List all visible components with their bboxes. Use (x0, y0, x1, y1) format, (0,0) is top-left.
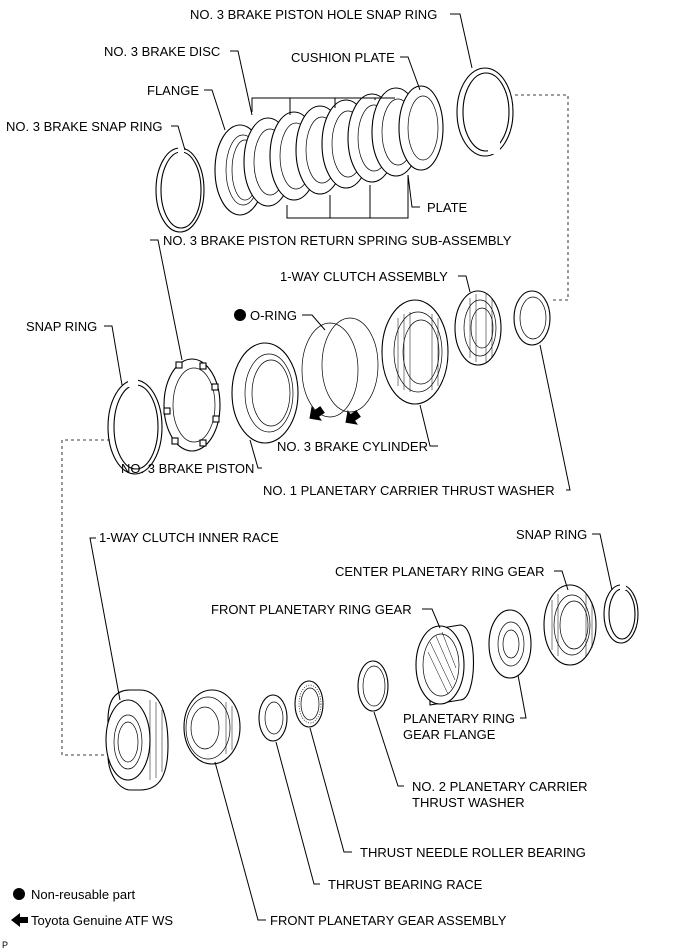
snap-ring-lower-part (603, 584, 639, 644)
one-way-clutch-inner-race-part (105, 689, 169, 791)
leader-return-spring (150, 239, 183, 361)
label-no1-planetary-carrier-thrust-washer: NO. 1 PLANETARY CARRIER THRUST WASHER (263, 483, 555, 498)
brake-disc-stack (243, 87, 421, 207)
cushion-plate-part (398, 85, 444, 171)
non-reusable-mark-icon (234, 309, 246, 321)
corner-mark: P (2, 940, 8, 950)
leader-cushion-plate (400, 56, 421, 91)
snap-ring-upper-part (107, 379, 163, 475)
no2-thrust-washer-part (357, 660, 389, 712)
leader-front-ring-gear (422, 608, 441, 629)
label-center-planetary-ring-gear: CENTER PLANETARY RING GEAR (335, 564, 545, 579)
one-way-clutch-assembly-part (454, 290, 502, 366)
no3-brake-piston-hole-snap-ring (456, 67, 514, 157)
leader-flange (204, 89, 226, 131)
label-planetary-ring-gear-flange-line1: PLANETARY RING (403, 711, 515, 726)
leader-snap-ring-upper (104, 325, 123, 386)
label-no2-planetary-carrier-thrust-washer-line1: NO. 2 PLANETARY CARRIER (412, 779, 588, 794)
center-planetary-ring-gear-part (543, 584, 597, 666)
alignment-dashed-line-upper (515, 94, 569, 301)
no3-brake-cylinder-part (381, 299, 449, 405)
label-no3-brake-disc: NO. 3 BRAKE DISC (104, 44, 220, 59)
leader-no3-brake-cylinder (419, 404, 438, 447)
atf-arrow-icon (309, 406, 361, 425)
label-one-way-clutch-assembly: 1-WAY CLUTCH ASSEMBLY (280, 269, 448, 284)
disc-bracket-top (251, 97, 395, 112)
leader-hole-snap-ring (450, 13, 473, 69)
leader-no1-thrust-washer (539, 344, 571, 491)
o-rings (301, 317, 379, 418)
label-thrust-bearing-race: THRUST BEARING RACE (328, 877, 483, 892)
no3-brake-piston-part (231, 342, 299, 444)
labels: NO. 3 BRAKE PISTON HOLE SNAP RING NO. 3 … (6, 7, 588, 928)
no1-thrust-washer-part (513, 290, 551, 346)
legend-atf-text: Toyota Genuine ATF WS (31, 913, 173, 928)
label-cushion-plate: CUSHION PLATE (291, 50, 395, 65)
leader-no3-snap-ring (171, 125, 186, 151)
legend-atf-arrow-icon (11, 913, 28, 927)
leader-ring-gear-flange (517, 674, 527, 719)
legend: Non-reusable part Toyota Genuine ATF WS (11, 887, 173, 928)
label-plate: PLATE (427, 200, 468, 215)
label-snap-ring-lower: SNAP RING (516, 527, 587, 542)
leader-plate (407, 174, 420, 208)
leader-no3-brake-piston (249, 439, 262, 469)
leader-thrust-bearing-race (275, 741, 320, 885)
thrust-bearing-race-part (258, 694, 288, 742)
label-o-ring: O-RING (250, 308, 297, 323)
legend-non-reusable-icon (13, 888, 25, 900)
label-no3-brake-snap-ring: NO. 3 BRAKE SNAP RING (6, 119, 163, 134)
front-planetary-ring-gear-part (415, 624, 474, 706)
return-spring-sub-assembly (163, 358, 221, 452)
front-planetary-gear-assembly-part (183, 689, 241, 765)
label-snap-ring-upper: SNAP RING (26, 319, 97, 334)
leader-snap-ring-lower (592, 533, 613, 591)
alignment-dashed-line-lower (61, 439, 110, 756)
label-front-planetary-ring-gear: FRONT PLANETARY RING GEAR (211, 602, 412, 617)
label-no3-brake-piston-hole-snap-ring: NO. 3 BRAKE PISTON HOLE SNAP RING (190, 7, 437, 22)
leader-front-planetary-gear (214, 761, 266, 921)
leader-no2-thrust-washer (373, 711, 404, 787)
label-planetary-ring-gear-flange-line2: GEAR FLANGE (403, 727, 496, 742)
planetary-ring-gear-flange-part (488, 609, 532, 679)
plate-bracket-bottom (286, 175, 409, 219)
label-no3-brake-piston: NO. 3 BRAKE PISTON (121, 461, 254, 476)
label-no2-planetary-carrier-thrust-washer-line2: THRUST WASHER (412, 795, 525, 810)
label-front-planetary-gear-assembly: FRONT PLANETARY GEAR ASSEMBLY (270, 913, 507, 928)
label-no3-brake-piston-return-spring: NO. 3 BRAKE PISTON RETURN SPRING SUB-ASS… (163, 233, 512, 248)
leader-center-ring-gear (554, 570, 569, 591)
thrust-needle-roller-bearing-part (294, 680, 324, 728)
label-thrust-needle-roller-bearing: THRUST NEEDLE ROLLER BEARING (360, 845, 586, 860)
legend-non-reusable-text: Non-reusable part (31, 887, 135, 902)
label-flange: FLANGE (147, 83, 199, 98)
label-one-way-clutch-inner-race: 1-WAY CLUTCH INNER RACE (99, 530, 279, 545)
leader-thrust-needle-bearing (309, 727, 352, 853)
label-no3-brake-cylinder: NO. 3 BRAKE CYLINDER (277, 439, 428, 454)
leader-o-ring (302, 314, 326, 331)
leader-one-way-clutch (458, 275, 471, 293)
leader-disc (230, 50, 253, 116)
no3-brake-snap-ring (155, 147, 205, 233)
leader-inner-race (89, 537, 121, 701)
